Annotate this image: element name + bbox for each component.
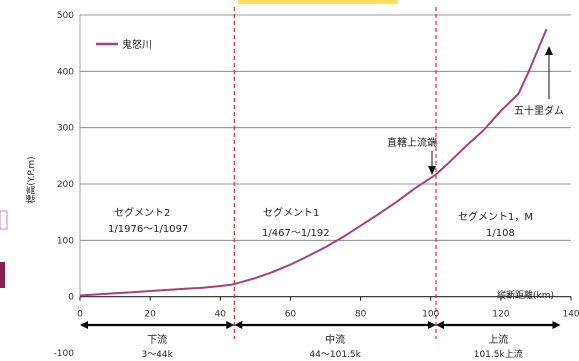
x-axis-label: 縦断距離(km)	[497, 289, 554, 301]
segment1m-name: セグメント1，M	[458, 210, 533, 223]
segment2-name: セグメント2	[114, 206, 170, 219]
segment1-name: セグメント1	[263, 206, 319, 219]
segment1m-slope: 1/108	[486, 228, 515, 239]
reach-arrow-head-left-2	[435, 321, 444, 329]
y-tick-label-0: -100	[54, 349, 75, 359]
y-tick-label-4: 300	[57, 124, 74, 134]
x-tick-label-1: 20	[144, 310, 156, 320]
side-marker-2	[0, 262, 5, 288]
segment2-slope: 1/1976～1/1097	[108, 224, 188, 235]
side-marker-1	[0, 210, 8, 230]
reach-arrow-head-right-2	[552, 321, 561, 329]
x-tick-label-6: 120	[492, 310, 509, 320]
x-tick-label-5: 100	[422, 310, 439, 320]
dam-arrow-head	[545, 46, 553, 55]
axes	[79, 15, 572, 301]
upstream-end-annotation: 直轄上流端	[387, 136, 437, 175]
x-tick-label-2: 40	[215, 310, 227, 320]
reach-range-2: 101.5k上流	[474, 348, 523, 360]
legend-label: 鬼怒川	[122, 38, 152, 51]
reach-range-1: 44～101.5k	[309, 350, 361, 360]
dam-label: 五十里ダム	[514, 104, 564, 117]
reach-arrow-head-right-1	[427, 321, 436, 329]
reach-arrow-head-right-0	[226, 321, 235, 329]
header-highlight	[238, 0, 398, 4]
series-line-0	[79, 28, 548, 297]
reach-name-2: 上流	[488, 333, 508, 346]
x-tick-label-4: 80	[355, 310, 367, 320]
grid-lines	[80, 14, 571, 241]
reach-arrow-head-left-0	[80, 321, 88, 329]
reach-range-0: 3～44k	[141, 350, 173, 360]
y-tick-labels: -100 0 100 200 300 400 500	[54, 11, 75, 359]
series-layer	[79, 28, 548, 297]
legend: 鬼怒川	[96, 38, 152, 51]
segment1-slope: 1/467～1/192	[262, 228, 330, 239]
y-tick-label-1: 0	[68, 293, 74, 303]
upstream-end-arrow-head	[428, 166, 436, 175]
x-tick-labels: 0 20 40 60 80 100 120 140	[77, 310, 579, 320]
x-tick-label-3: 60	[285, 310, 297, 320]
y-tick-label-5: 400	[57, 67, 74, 77]
y-tick-label-3: 200	[57, 180, 74, 190]
y-axis-label: 標高(Y.P.m)	[25, 156, 37, 203]
dam-annotation: 五十里ダム	[514, 46, 564, 117]
y-tick-label-6: 500	[57, 11, 74, 21]
x-tick-label-0: 0	[77, 310, 83, 320]
reach-arrow-head-left-1	[234, 321, 243, 329]
reach-boundaries	[233, 7, 437, 339]
x-tick-label-7: 140	[562, 310, 579, 320]
reach-arrows: 下流 3～44k 中流 44～101.5k 上流 101.5k上流	[80, 321, 561, 360]
y-tick-label-2: 100	[57, 236, 74, 246]
reach-name-1: 中流	[325, 333, 345, 346]
upstream-end-label: 直轄上流端	[387, 136, 437, 149]
reach-name-0: 下流	[147, 333, 167, 346]
